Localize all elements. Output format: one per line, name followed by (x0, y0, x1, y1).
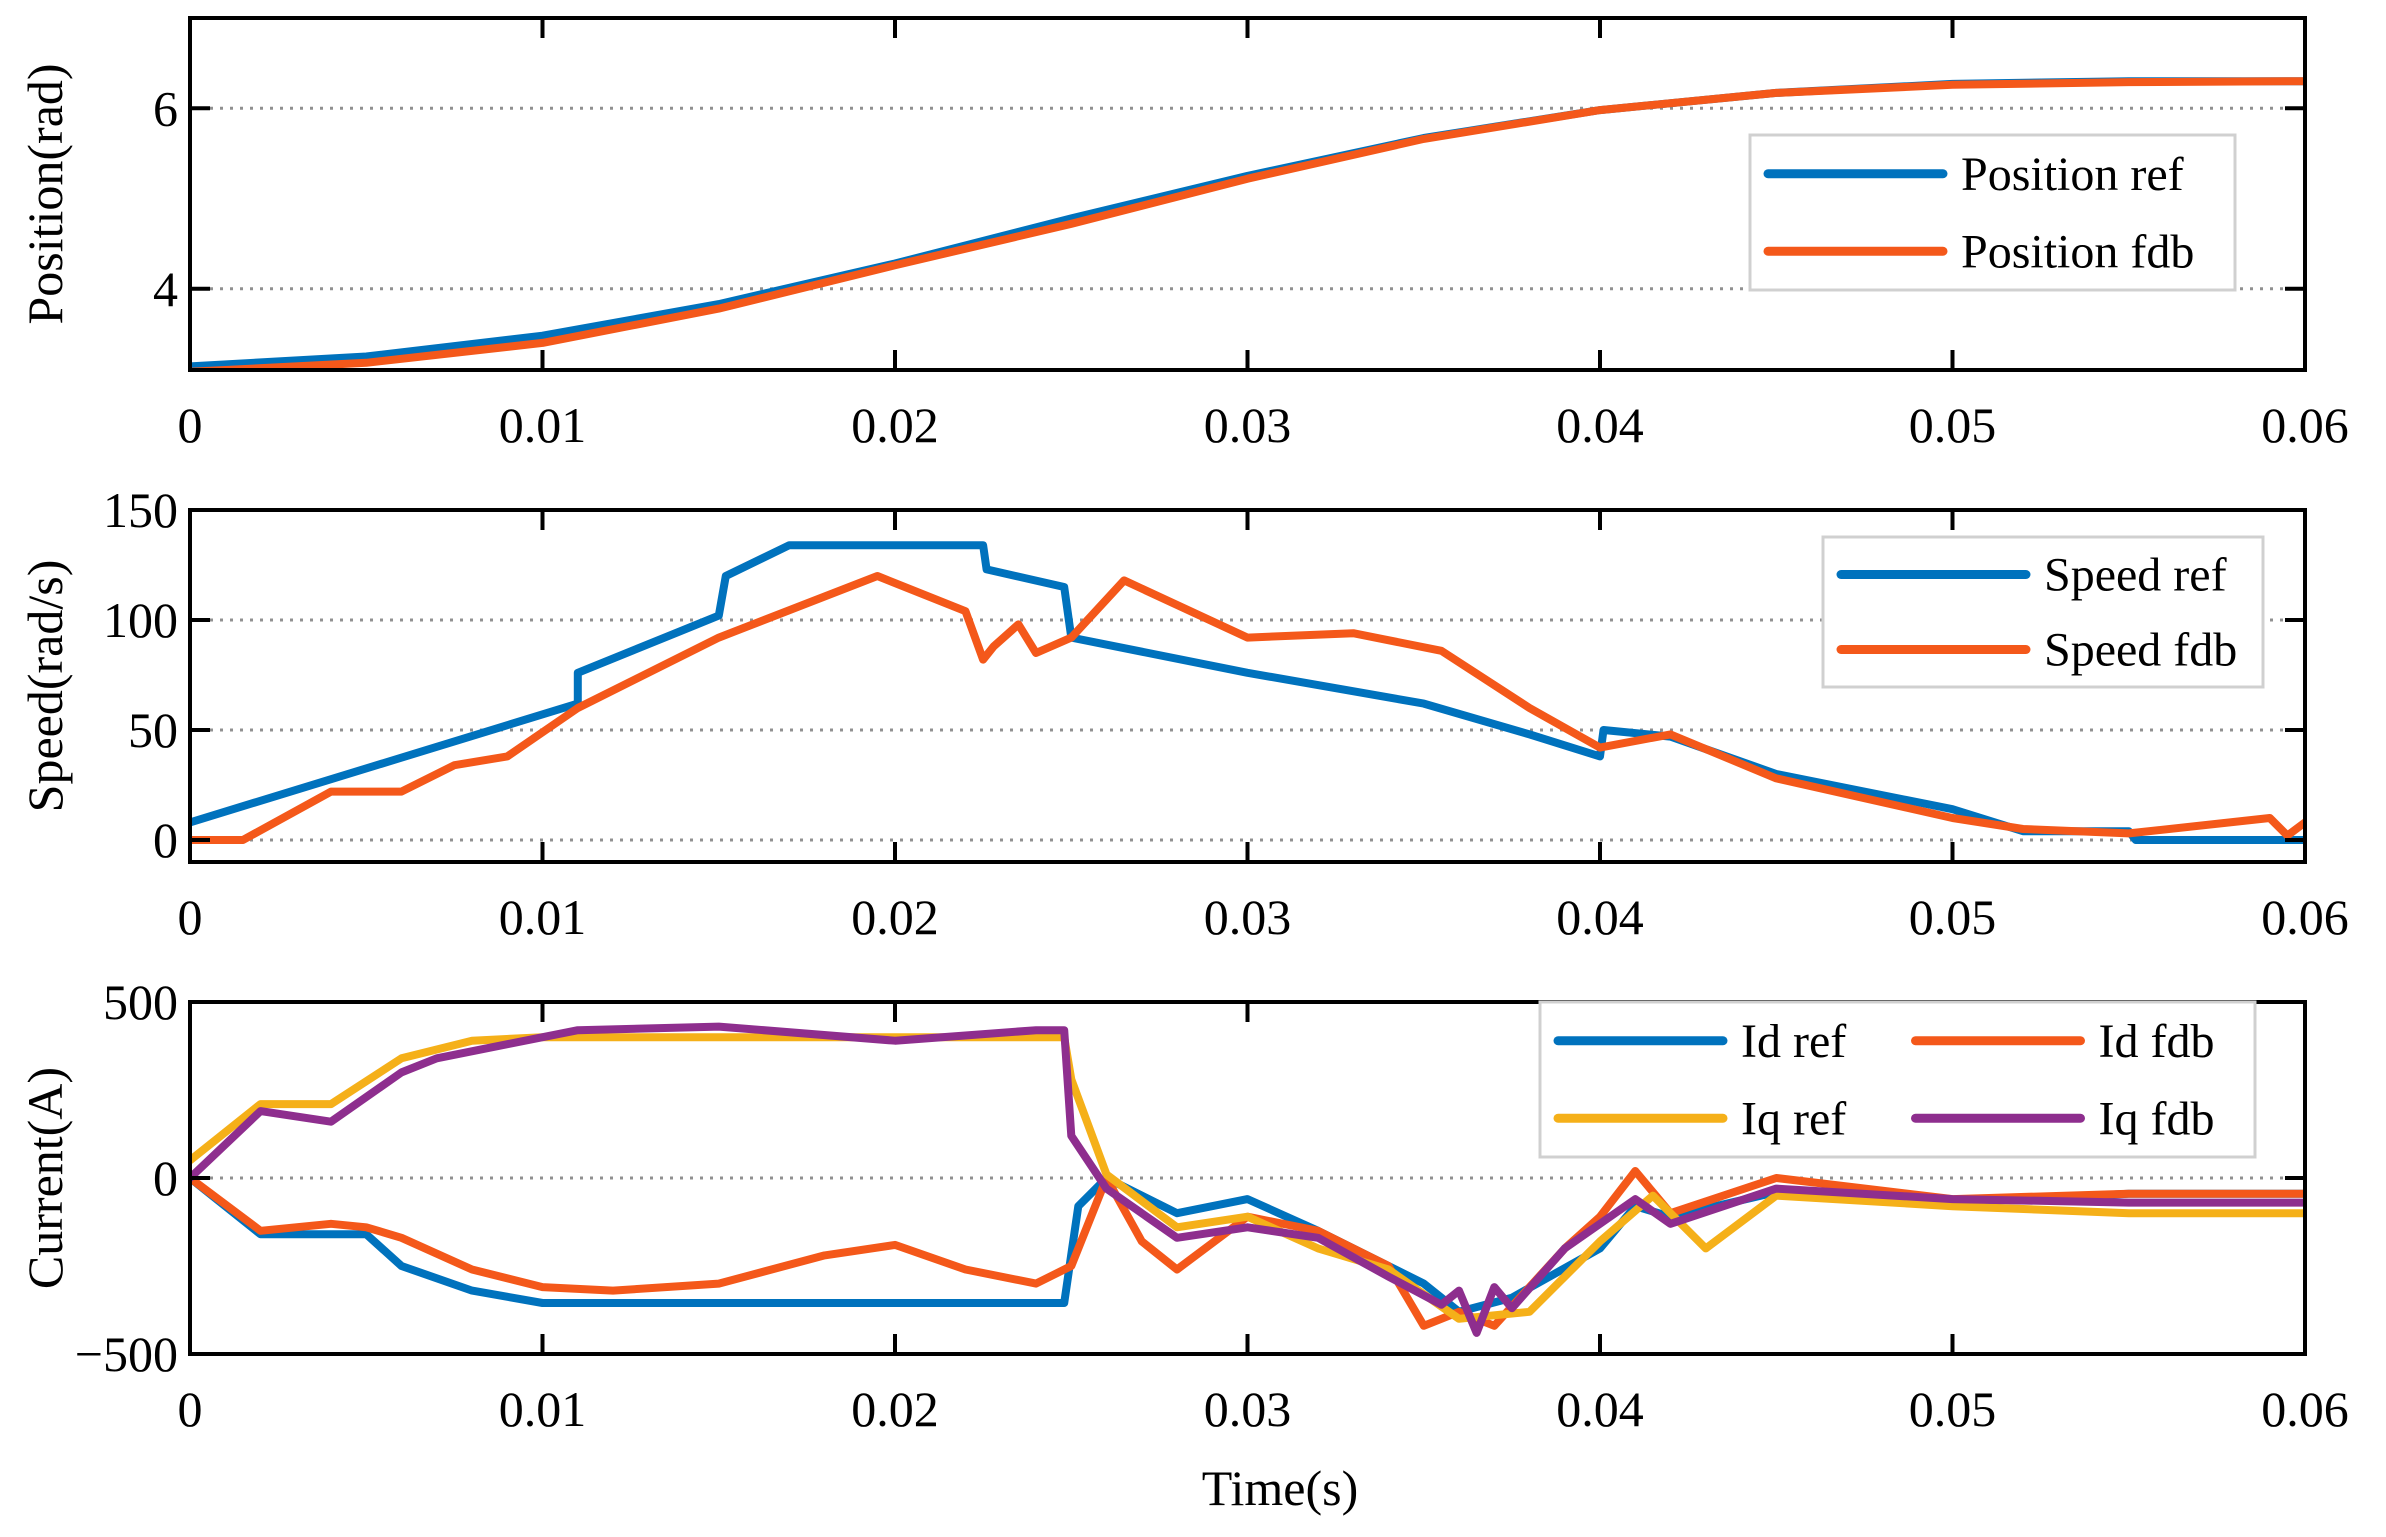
x-tick-label: 0.06 (2261, 889, 2349, 945)
y-tick-label: 500 (103, 974, 178, 1030)
x-tick-label: 0.02 (851, 397, 939, 453)
x-axis-label: Time(s) (1202, 1460, 1359, 1516)
x-tick-label: 0.04 (1556, 889, 1644, 945)
series-group (190, 77, 2305, 370)
x-tick-label: 0.01 (499, 889, 587, 945)
legend-box (1538, 1000, 2257, 1159)
x-tick-label: 0.04 (1556, 397, 1644, 453)
legend-box (1748, 133, 2237, 292)
legend: Position ref Position fdb (1748, 133, 2237, 292)
x-tick-label: 0.05 (1909, 1381, 1997, 1437)
legend: Id ref Id fdb Iq ref Iq fdb (1538, 1000, 2257, 1159)
legend-box (1821, 535, 2265, 689)
x-tick-label: 0.05 (1909, 397, 1997, 453)
legend-label: Id ref (1741, 1015, 1846, 1068)
y-tick-label: 150 (103, 482, 178, 538)
legend-label: Iq ref (1741, 1092, 1846, 1145)
legend: Speed ref Speed fdb (1821, 535, 2265, 689)
series-line-iq-ref (190, 1033, 2305, 1323)
series-line-id-fdb (190, 1167, 2305, 1330)
x-tick-label: 0.03 (1204, 889, 1292, 945)
legend-label: Speed fdb (2044, 624, 2237, 677)
y-tick-label: 0 (153, 812, 178, 868)
x-tick-label: 0.05 (1909, 889, 1997, 945)
x-tick-label: 0 (178, 397, 203, 453)
current-panel: 0 0.01 0.02 0.03 0.04 0.05 0.06−5000500Current… (17, 974, 2349, 1437)
series-line-iq-fdb (190, 1022, 2305, 1337)
y-axis-label: Position(rad) (17, 63, 73, 324)
y-axis-label: Current(A) (17, 1067, 73, 1289)
legend-label: Position fdb (1961, 225, 2194, 278)
y-tick-label: 50 (128, 702, 178, 758)
series-line-id-ref (190, 1174, 2305, 1316)
legend-label: Id fdb (2099, 1015, 2215, 1068)
x-tick-label: 0.06 (2261, 1381, 2349, 1437)
x-tick-label: 0 (178, 1381, 203, 1437)
x-tick-label: 0.02 (851, 889, 939, 945)
series-group (190, 1022, 2305, 1337)
x-tick-label: 0.03 (1204, 397, 1292, 453)
series-line-speed-fdb (190, 572, 2305, 844)
x-tick-label: 0.01 (499, 1381, 587, 1437)
y-tick-label: 100 (103, 592, 178, 648)
y-tick-label: 0 (153, 1150, 178, 1206)
x-tick-label: 0.04 (1556, 1381, 1644, 1437)
legend-label: Position ref (1961, 148, 2184, 201)
x-tick-label: 0.06 (2261, 397, 2349, 453)
y-tick-label: 6 (153, 80, 178, 136)
series-group (190, 541, 2305, 844)
y-axis-label: Speed(rad/s) (17, 560, 73, 813)
legend-label: Speed ref (2044, 549, 2227, 602)
y-tick-label: 4 (153, 261, 178, 317)
x-tick-label: 0.02 (851, 1381, 939, 1437)
x-tick-label: 0.01 (499, 397, 587, 453)
position-panel: 0 0.01 0.02 0.03 0.04 0.05 0.06 4 6 Position(rad)… (17, 16, 2349, 453)
x-tick-label: 0.03 (1204, 1381, 1292, 1437)
legend-label: Iq fdb (2099, 1092, 2215, 1145)
speed-panel: 0 0.01 0.02 0.03 0.04 0.05 0.06 0 50 100 150 Speed(… (17, 482, 2349, 945)
y-tick-label: −500 (75, 1326, 178, 1382)
series-line-position-fdb (190, 77, 2305, 370)
x-tick-label: 0 (178, 889, 203, 945)
